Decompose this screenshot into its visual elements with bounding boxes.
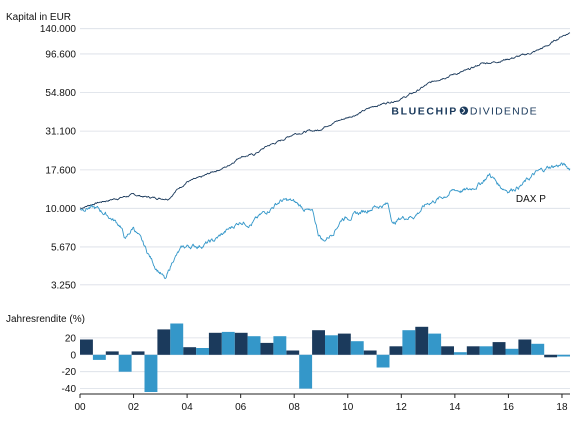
y-tick-label: 140.000: [40, 24, 77, 35]
x-tick-label: 16: [503, 402, 515, 413]
return-bars: [80, 323, 570, 392]
dax-bar-2005: [221, 331, 235, 355]
bluechip-bar-2009: [312, 330, 325, 355]
return-axis-title: Jahresrendite (%): [6, 314, 85, 325]
dax-bar-2004: [196, 348, 209, 355]
bluechip-bar-2013: [415, 326, 429, 355]
bluechip-bar-2010: [337, 333, 351, 355]
bluechip-bar-2007: [260, 342, 274, 355]
brand-logo-mark: [461, 107, 465, 114]
capital-annotations: BLUECHIP DIVIDENDE DAX P: [391, 106, 546, 205]
y-tick-label: 20: [65, 333, 77, 344]
dax-bar-2015: [479, 346, 493, 355]
x-tick-label: 10: [342, 402, 354, 413]
dax-bar-2018: [557, 354, 570, 357]
y-tick-label: -20: [62, 367, 77, 378]
x-tick-label: 00: [74, 402, 86, 413]
bluechip-dividende-line: [79, 32, 571, 209]
dax-bar-2009: [325, 335, 338, 355]
brand-word-bluechip: BLUECHIP: [391, 106, 457, 118]
dax-bar-2001: [118, 354, 132, 372]
x-tick-label: 02: [128, 402, 140, 413]
x-tick-label: 12: [396, 402, 408, 413]
dax-bar-2013: [428, 333, 442, 355]
bluechip-bar-2003: [157, 329, 171, 355]
y-tick-label: 10.000: [45, 204, 76, 215]
x-tick-label: 14: [449, 402, 461, 413]
bluechip-bar-2016: [492, 342, 506, 355]
dax-bar-2002: [144, 354, 158, 392]
dax-bar-2014: [453, 352, 467, 355]
bluechip-bar-2002: [131, 351, 145, 355]
year-axis: 00 02 04 06 08 10 12 14 16 18: [74, 393, 570, 413]
y-tick-label: -40: [62, 384, 77, 395]
x-tick-label: 06: [235, 402, 247, 413]
dax-bar-2016: [505, 348, 519, 355]
capital-line-chart: Kapital in EUR 140.000 96.600 54.800 31.100…: [6, 12, 571, 291]
capital-axis-title: Kapital in EUR: [6, 12, 71, 23]
capital-y-tick-labels: 140.000 96.600 54.800 31.100 17.600 10.000 5.6…: [40, 24, 77, 291]
x-tick-label: 08: [289, 402, 301, 413]
brand-annotation: BLUECHIP DIVIDENDE: [391, 106, 537, 118]
capital-gridlines: [80, 28, 570, 286]
dax-bar-2003: [170, 323, 184, 355]
y-tick-label: 3.250: [51, 280, 76, 291]
brand-word-dividende: DIVIDENDE: [470, 106, 538, 118]
capital-series-lines: [79, 32, 571, 280]
bluechip-bar-2018: [544, 354, 558, 358]
x-tick-label: 04: [182, 402, 194, 413]
bluechip-bar-2011: [363, 350, 377, 355]
dax-bar-2008: [299, 354, 313, 389]
dax-bar-2010: [350, 341, 364, 355]
bluechip-bar-2015: [466, 346, 480, 355]
bluechip-bar-2004: [183, 347, 197, 355]
bluechip-bar-2000: [80, 339, 93, 355]
bluechip-bar-2006: [234, 332, 248, 355]
bluechip-bar-2014: [441, 346, 454, 355]
dax-bar-2011: [376, 354, 390, 368]
y-tick-label: 96.600: [45, 49, 76, 60]
dax-label: DAX P: [516, 194, 546, 205]
x-tick-label: 18: [556, 402, 568, 413]
dax-bar-2012: [402, 330, 416, 355]
dax-bar-2007: [273, 336, 287, 355]
dax-bar-2000: [92, 354, 106, 360]
dax-bar-2006: [247, 336, 261, 355]
y-tick-label: 31.100: [45, 127, 76, 138]
y-tick-label: 54.800: [45, 88, 76, 99]
bluechip-bar-2012: [389, 346, 403, 355]
y-tick-label: 5.670: [51, 242, 76, 253]
bluechip-bar-2017: [518, 339, 532, 355]
return-y-tick-labels: 20 0 -20 -40: [62, 333, 77, 395]
dax-line: [79, 162, 571, 280]
bluechip-bar-2008: [286, 350, 300, 355]
bluechip-bar-2001: [105, 351, 119, 355]
y-tick-label: 0: [70, 350, 76, 361]
bluechip-bar-2005: [208, 332, 222, 355]
annual-return-bar-chart: Jahresrendite (%) 20 0 -20 -40 00 02 04 06 08 10…: [6, 314, 570, 413]
dax-bar-2017: [531, 343, 545, 355]
y-tick-label: 17.600: [45, 165, 76, 176]
